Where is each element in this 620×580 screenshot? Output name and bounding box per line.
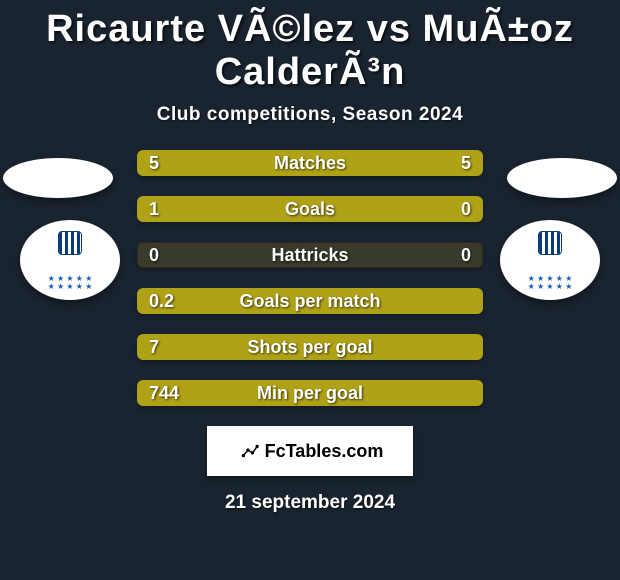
stat-bar: 55Matches	[137, 150, 483, 176]
bar-left-fill	[137, 196, 407, 222]
emelec-logo-icon: ★ ★ ★ ★ ★★ ★ ★ ★ ★	[41, 231, 99, 289]
player-left-avatar	[3, 158, 113, 198]
bar-left-value: 0	[149, 245, 159, 266]
stat-bar: 10Goals	[137, 196, 483, 222]
stat-bars: 55Matches 10Goals 0 0Hattricks 0.2Goals per …	[137, 150, 483, 406]
bar-right-fill	[407, 196, 483, 222]
stat-bar: 0.2Goals per match	[137, 288, 483, 314]
brand-text: FcTables.com	[265, 441, 384, 462]
bar-right-fill	[310, 150, 483, 176]
page-title: Ricaurte VÃ©lez vs MuÃ±oz CalderÃ³n	[0, 0, 620, 94]
bar-left-fill	[137, 334, 483, 360]
bar-left-fill	[137, 288, 483, 314]
player-right-avatar	[507, 158, 617, 198]
emelec-logo-icon: ★ ★ ★ ★ ★★ ★ ★ ★ ★	[521, 231, 579, 289]
club-left-badge: ★ ★ ★ ★ ★★ ★ ★ ★ ★	[20, 220, 120, 300]
brand-badge: FcTables.com	[207, 426, 413, 476]
subtitle: Club competitions, Season 2024	[0, 104, 620, 126]
bar-left-fill	[137, 380, 483, 406]
stat-bar: 0 0Hattricks	[137, 242, 483, 268]
stat-bar: 7Shots per goal	[137, 334, 483, 360]
club-right-badge: ★ ★ ★ ★ ★★ ★ ★ ★ ★	[500, 220, 600, 300]
date-label: 21 september 2024	[0, 492, 620, 514]
bar-left-fill	[137, 150, 310, 176]
comparison-arena: ★ ★ ★ ★ ★★ ★ ★ ★ ★ ★ ★ ★ ★ ★★ ★ ★ ★ ★ 55…	[0, 150, 620, 406]
fctables-logo-icon	[237, 440, 259, 462]
bar-label: Hattricks	[137, 245, 483, 266]
bar-right-value: 0	[461, 245, 471, 266]
stat-bar: 744Min per goal	[137, 380, 483, 406]
